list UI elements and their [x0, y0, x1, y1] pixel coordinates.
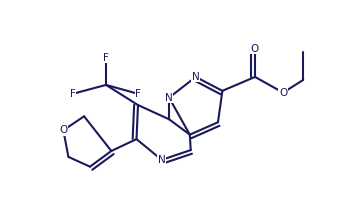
Text: N: N	[158, 155, 166, 165]
Text: N: N	[165, 93, 173, 103]
Text: O: O	[251, 44, 259, 54]
Text: O: O	[59, 125, 67, 135]
Text: N: N	[192, 72, 200, 82]
Text: O: O	[279, 88, 287, 98]
Text: F: F	[70, 89, 76, 99]
Text: F: F	[103, 53, 109, 63]
Text: F: F	[135, 89, 141, 99]
